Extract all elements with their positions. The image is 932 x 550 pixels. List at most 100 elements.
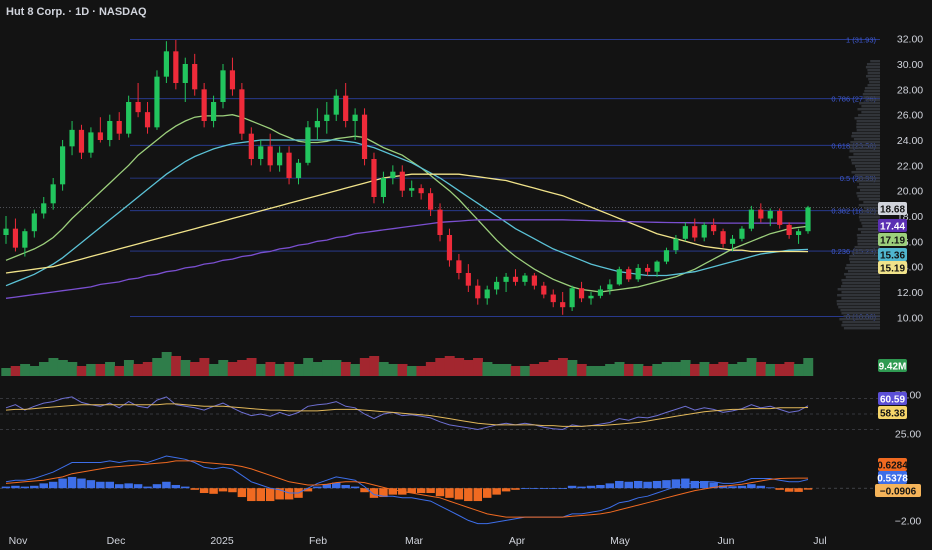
time-tick-label: Apr	[509, 535, 526, 547]
candle-body	[466, 273, 471, 286]
candle-body	[664, 250, 669, 261]
macd-histogram-bar	[209, 488, 217, 494]
volume-profile-bar	[841, 324, 880, 326]
rsi-value-label: 60.59	[878, 392, 907, 406]
volume-profile-bar	[853, 249, 880, 251]
price-tick-label: 32.00	[897, 34, 923, 46]
volume-profile-bar	[859, 213, 880, 215]
volume-profile-bar	[863, 93, 880, 95]
volume-profile-bar	[864, 207, 880, 209]
price-tick-label: 30.00	[897, 59, 923, 71]
macd-histogram-bar	[455, 488, 463, 499]
candle-body	[551, 295, 556, 303]
volume-bar	[530, 364, 540, 376]
candle-body	[400, 172, 405, 191]
candle-body	[220, 70, 225, 102]
macd-histogram-bar	[775, 488, 783, 490]
volume-profile-bar	[849, 258, 880, 260]
volume-profile-bar	[867, 63, 880, 65]
volume-profile-bar	[857, 129, 880, 131]
volume-bar	[115, 366, 125, 376]
macd-histogram-bar	[87, 480, 95, 488]
volume-bar	[690, 364, 700, 376]
volume-profile-bar	[864, 90, 880, 92]
volume-profile-bar	[867, 69, 880, 71]
interval-label: 1D	[75, 6, 89, 18]
macd-histogram-bar	[2, 487, 10, 489]
price-label-ma-slow: 15.19	[878, 261, 907, 275]
candle-body	[381, 178, 386, 197]
candle-body	[79, 130, 84, 153]
candle-body	[513, 277, 518, 282]
candle-body	[164, 51, 169, 76]
volume-bar	[313, 362, 323, 376]
volume-bar	[105, 362, 115, 376]
volume-profile-bar	[858, 243, 880, 245]
candle-body	[787, 225, 792, 235]
macd-histogram-bar	[49, 482, 57, 488]
volume-profile-bar	[854, 138, 880, 140]
time-tick-label: Jun	[718, 535, 735, 547]
time-tick-label: Jul	[813, 535, 826, 547]
volume-profile-bar	[856, 123, 880, 125]
candle-body	[353, 115, 358, 121]
macd-histogram-bar	[747, 484, 755, 488]
price-label-ma-fast: 17.19	[878, 233, 907, 247]
price-tick-label: 20.00	[897, 186, 923, 198]
macd-histogram-bar	[68, 477, 76, 488]
candle-body	[683, 226, 688, 239]
candle-body	[107, 121, 112, 140]
volume-profile-bar	[863, 201, 880, 203]
macd-histogram-bar	[530, 488, 538, 489]
candle-body	[126, 102, 131, 134]
volume-bar	[784, 362, 794, 376]
macd-histogram-bar	[106, 482, 114, 488]
candle-body	[768, 211, 773, 219]
macd-histogram-bar	[474, 488, 482, 501]
volume-profile-bar	[868, 84, 880, 86]
price-label-last: 18.68	[878, 202, 907, 216]
candle-body	[3, 229, 8, 235]
volume-bar	[756, 362, 766, 376]
macd-histogram-bar	[549, 488, 557, 489]
volume-profile-bar	[837, 303, 880, 305]
volume-bar	[218, 360, 228, 376]
volume-bar	[586, 366, 596, 376]
volume-profile-bar	[868, 72, 880, 74]
volume-profile-bar	[844, 273, 880, 275]
candle-body	[588, 296, 593, 299]
macd-histogram-bar	[426, 488, 434, 493]
candle-body	[135, 102, 140, 112]
volume-profile-bar	[841, 285, 880, 287]
volume-profile-bar	[842, 321, 880, 323]
macd-histogram-bar	[115, 484, 123, 488]
macd-histogram-bar	[738, 486, 746, 488]
volume-bar	[596, 366, 606, 376]
volume-bar	[511, 366, 521, 376]
exchange-label: NASDAQ	[99, 6, 147, 18]
volume-bar	[454, 358, 464, 376]
volume-profile-bar	[848, 270, 880, 272]
price-label-ma-long: 17.44	[878, 219, 907, 233]
time-tick-label: Nov	[9, 535, 28, 547]
volume-profile-bar	[856, 192, 880, 194]
volume-profile-bar	[859, 216, 880, 218]
volume-profile-bar	[857, 240, 880, 242]
macd-histogram-bar	[190, 488, 198, 490]
volume-profile-bar	[866, 75, 880, 77]
fib-level-label: 1 (31.93)	[846, 36, 877, 45]
volume-bar	[67, 362, 77, 376]
volume-bar	[549, 360, 559, 376]
volume-profile-bar	[861, 111, 880, 113]
candle-body	[192, 64, 197, 89]
macd-histogram-bar	[143, 487, 151, 489]
volume-bar	[96, 364, 106, 376]
volume-bar	[237, 360, 247, 376]
volume-bar	[58, 360, 68, 376]
symbol-name: Hut 8 Corp.	[6, 6, 65, 18]
macd-histogram-bar	[77, 479, 85, 489]
volume-profile-bar	[849, 150, 880, 152]
candle-body	[560, 302, 565, 307]
macd-histogram-bar	[228, 488, 236, 492]
